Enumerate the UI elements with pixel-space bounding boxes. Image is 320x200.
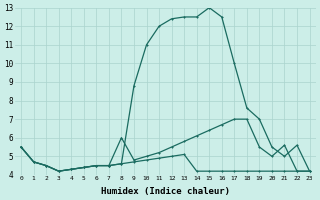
X-axis label: Humidex (Indice chaleur): Humidex (Indice chaleur) [101,187,230,196]
